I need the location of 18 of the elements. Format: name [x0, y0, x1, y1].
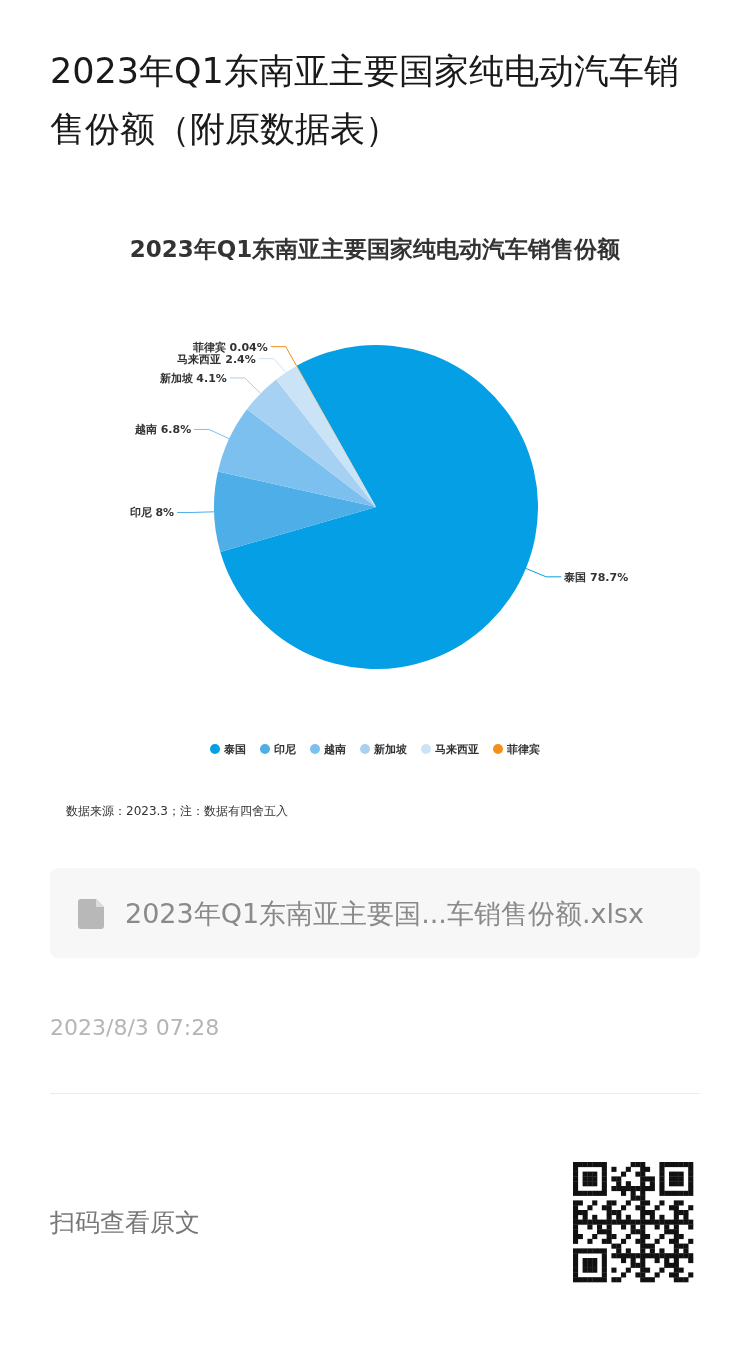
- category-label: 泰国 78.7%: [564, 570, 629, 584]
- chart-title: 2023年Q1东南亚主要国家纯电动汽车销售份额（附原数据表）: [50, 51, 679, 149]
- legend-label: 印尼: [274, 742, 296, 756]
- text: 扫码查看原文: [49, 1208, 200, 1237]
- category-label: 马来西亚 2.4%: [177, 352, 256, 366]
- legend-label: 马来西亚: [435, 742, 479, 756]
- legend-label: 菲律宾: [506, 742, 540, 756]
- category-label: 新加坡 4.1%: [159, 371, 227, 385]
- category-label: 越南 6.8%: [134, 423, 192, 437]
- source-note: 数据来源：2023.3；注：数据有四舍五入: [66, 804, 288, 818]
- legend-label: 新加坡: [373, 742, 408, 756]
- legend-label: 泰国: [223, 742, 246, 756]
- legend-label: 越南: [323, 742, 346, 756]
- text: 2023年Q1东南亚主要国...车销售份额.xlsx: [125, 898, 645, 929]
- category-label: 菲律宾 0.04%: [192, 340, 268, 354]
- text: 2023/8/3 07:28: [50, 1015, 220, 1040]
- category-label: 印尼 8%: [129, 506, 175, 520]
- chart-subtitle: 2023年Q1东南亚主要国家纯电动汽车销售份额: [129, 236, 622, 262]
